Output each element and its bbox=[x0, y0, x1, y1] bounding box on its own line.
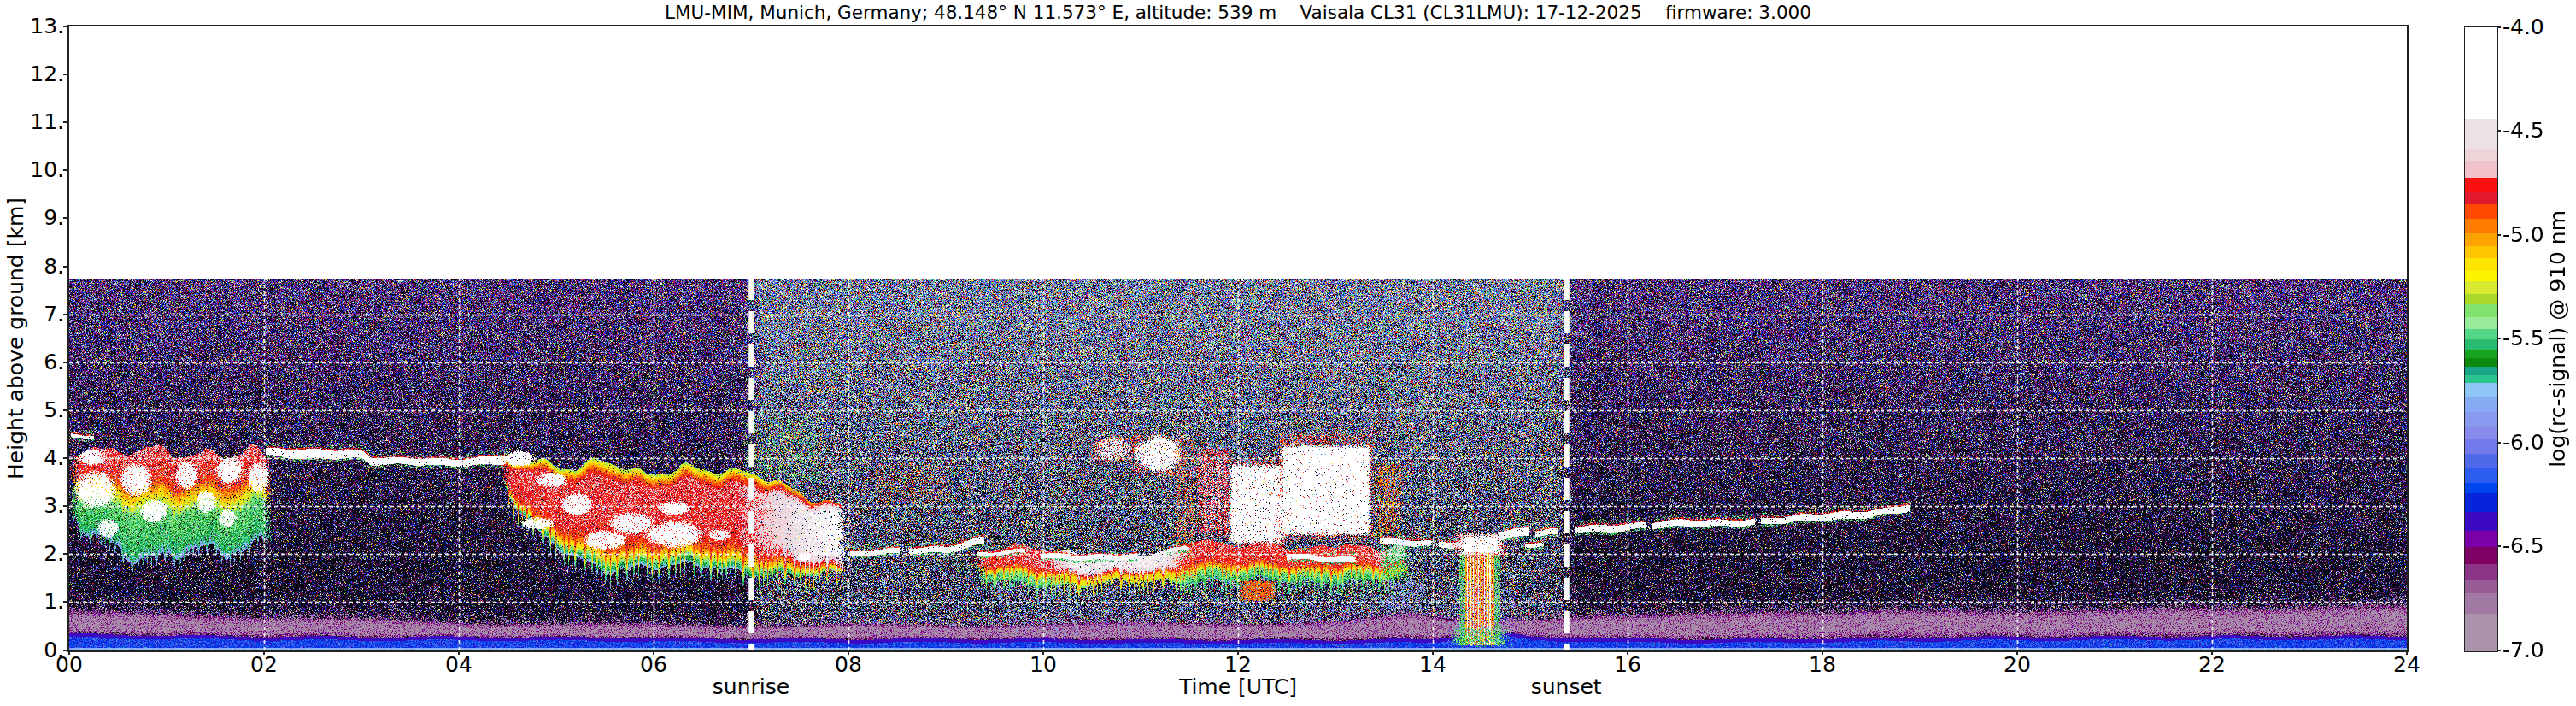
x-tick-mark bbox=[848, 650, 849, 655]
y-tick-label: 12. bbox=[24, 62, 64, 87]
y-tick-mark bbox=[63, 362, 67, 363]
y-tick-mark bbox=[63, 74, 67, 75]
colorbar-tick-mark bbox=[2497, 650, 2501, 651]
y-tick-mark bbox=[63, 169, 67, 171]
y-tick-label: 1. bbox=[24, 589, 64, 615]
colorbar-tick-mark bbox=[2497, 338, 2501, 339]
sunset-annotation: sunset bbox=[1531, 674, 1602, 699]
x-tick-label: 18 bbox=[1788, 652, 1857, 677]
colorbar-label: log(rc-signal) @ 910 nm bbox=[2545, 210, 2570, 468]
x-tick-mark bbox=[1822, 650, 1823, 655]
x-tick-label: 08 bbox=[814, 652, 883, 677]
x-tick-mark bbox=[263, 650, 265, 655]
y-tick-mark bbox=[63, 650, 67, 651]
y-tick-label: 0. bbox=[24, 638, 64, 663]
colorbar-tick-mark bbox=[2497, 26, 2501, 28]
heatmap-canvas bbox=[69, 26, 2407, 650]
colorbar bbox=[2464, 26, 2498, 652]
y-tick-mark bbox=[63, 505, 67, 507]
x-tick-mark bbox=[2016, 650, 2018, 655]
y-axis-label: Height above ground [km] bbox=[3, 197, 28, 479]
y-tick-mark bbox=[63, 314, 67, 315]
sunrise-annotation: sunrise bbox=[713, 674, 789, 699]
x-tick-label: 10 bbox=[1009, 652, 1077, 677]
y-tick-mark bbox=[63, 266, 67, 268]
x-tick-label: 16 bbox=[1593, 652, 1662, 677]
y-tick-label: 6. bbox=[24, 350, 64, 375]
x-tick-mark bbox=[1432, 650, 1434, 655]
y-tick-label: 11. bbox=[24, 109, 64, 135]
figure-title: LMU-MIM, Munich, Germany; 48.148° N 11.5… bbox=[665, 2, 1811, 23]
x-tick-mark bbox=[68, 650, 70, 655]
x-tick-mark bbox=[1042, 650, 1044, 655]
colorbar-tick-mark bbox=[2497, 130, 2501, 132]
x-tick-label: 04 bbox=[425, 652, 493, 677]
y-tick-mark bbox=[63, 457, 67, 459]
y-tick-mark bbox=[63, 217, 67, 219]
y-tick-mark bbox=[63, 553, 67, 555]
x-tick-label: 12 bbox=[1204, 652, 1272, 677]
y-tick-mark bbox=[63, 121, 67, 123]
ceilometer-quicklook-figure: LMU-MIM, Munich, Germany; 48.148° N 11.5… bbox=[0, 0, 2576, 706]
x-tick-label: 24 bbox=[2373, 652, 2441, 677]
y-tick-label: 3. bbox=[24, 493, 64, 519]
y-tick-mark bbox=[63, 26, 67, 27]
x-tick-label: 14 bbox=[1399, 652, 1467, 677]
colorbar-tick-mark bbox=[2497, 234, 2501, 236]
x-axis-label: Time [UTC] bbox=[1179, 674, 1297, 699]
y-tick-label: 5. bbox=[24, 397, 64, 423]
y-tick-label: 9. bbox=[24, 205, 64, 231]
y-tick-label: 4. bbox=[24, 445, 64, 471]
x-tick-label: 02 bbox=[230, 652, 298, 677]
colorbar-tick-mark bbox=[2497, 442, 2501, 444]
x-tick-mark bbox=[653, 650, 654, 655]
y-tick-label: 2. bbox=[24, 541, 64, 567]
y-tick-mark bbox=[63, 409, 67, 411]
x-tick-mark bbox=[458, 650, 460, 655]
x-tick-mark bbox=[1627, 650, 1628, 655]
y-tick-label: 13. bbox=[24, 14, 64, 39]
x-tick-label: 20 bbox=[1983, 652, 2051, 677]
x-tick-mark bbox=[2211, 650, 2213, 655]
x-tick-label: 06 bbox=[619, 652, 688, 677]
colorbar-tick-mark bbox=[2497, 545, 2501, 547]
y-tick-label: 8. bbox=[24, 254, 64, 279]
y-tick-mark bbox=[63, 601, 67, 603]
x-tick-mark bbox=[2406, 650, 2408, 655]
y-tick-label: 10. bbox=[24, 157, 64, 183]
y-tick-label: 7. bbox=[24, 302, 64, 327]
x-tick-label: 22 bbox=[2178, 652, 2246, 677]
x-tick-mark bbox=[1237, 650, 1239, 655]
